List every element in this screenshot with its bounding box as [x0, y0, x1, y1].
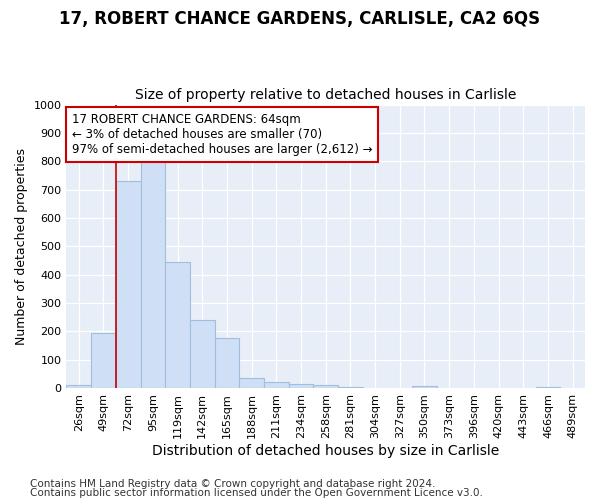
- Bar: [67, 384, 91, 388]
- Title: Size of property relative to detached houses in Carlisle: Size of property relative to detached ho…: [135, 88, 517, 102]
- Bar: [289, 384, 313, 388]
- Bar: [313, 385, 338, 388]
- X-axis label: Distribution of detached houses by size in Carlisle: Distribution of detached houses by size …: [152, 444, 499, 458]
- Y-axis label: Number of detached properties: Number of detached properties: [15, 148, 28, 345]
- Bar: [165, 262, 190, 388]
- Bar: [338, 386, 363, 388]
- Bar: [140, 150, 165, 388]
- Text: Contains HM Land Registry data © Crown copyright and database right 2024.: Contains HM Land Registry data © Crown c…: [30, 479, 436, 489]
- Bar: [91, 332, 116, 388]
- Bar: [536, 386, 560, 388]
- Bar: [116, 181, 140, 388]
- Text: 17 ROBERT CHANCE GARDENS: 64sqm
← 3% of detached houses are smaller (70)
97% of : 17 ROBERT CHANCE GARDENS: 64sqm ← 3% of …: [71, 113, 372, 156]
- Text: 17, ROBERT CHANCE GARDENS, CARLISLE, CA2 6QS: 17, ROBERT CHANCE GARDENS, CARLISLE, CA2…: [59, 10, 541, 28]
- Text: Contains public sector information licensed under the Open Government Licence v3: Contains public sector information licen…: [30, 488, 483, 498]
- Bar: [239, 378, 264, 388]
- Bar: [215, 338, 239, 388]
- Bar: [190, 320, 215, 388]
- Bar: [412, 386, 437, 388]
- Bar: [264, 382, 289, 388]
